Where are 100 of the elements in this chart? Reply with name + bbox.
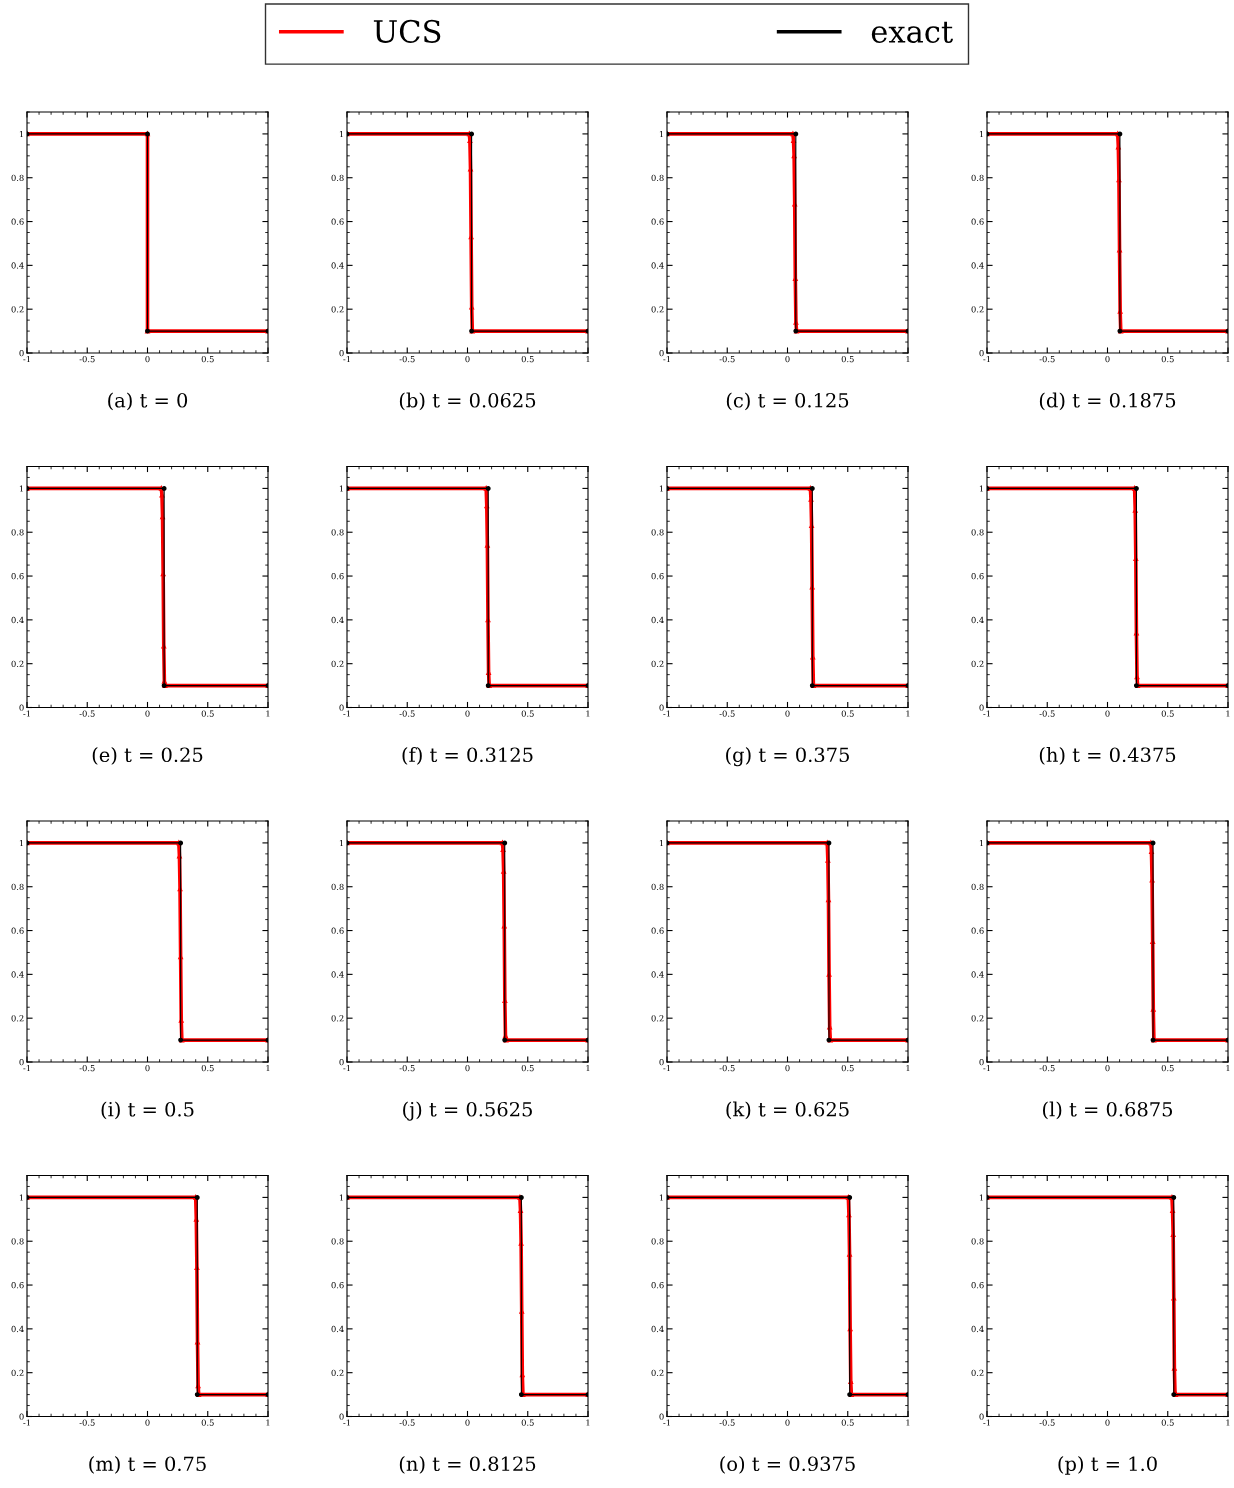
text: (d) t = 0.1875 <box>1039 392 1176 411</box>
x-tick-label: 0 <box>785 1064 790 1072</box>
x-tick-label: 0 <box>465 355 470 363</box>
y-tick-label: 0.6 <box>651 218 664 225</box>
text: (a) t = 0 <box>108 392 188 411</box>
x-tick-label: 0.5 <box>841 1419 854 1426</box>
x-tick-label: 0.5 <box>201 1419 214 1426</box>
text: (i) t = 0.5 <box>101 1101 194 1120</box>
x-tick-label: 0.5 <box>841 1064 854 1072</box>
y-tick-label: 0.2 <box>651 660 664 667</box>
text: (h) t = 0.4375 <box>1039 747 1176 765</box>
x-tick-label: -0.5 <box>719 710 735 717</box>
text: (j) t = 0.5625 <box>403 1101 532 1121</box>
x-tick-label: -1 <box>23 1419 30 1426</box>
y-tick-label: 0.8 <box>651 1238 664 1245</box>
y-tick-label: 0.4 <box>11 1325 24 1333</box>
x-tick-label: 0.5 <box>201 710 214 717</box>
x-tick-label: 0.5 <box>841 710 854 717</box>
text: (l) t = 0.6875 <box>1043 1101 1173 1120</box>
y-tick-label: 0.6 <box>331 573 344 580</box>
y-tick-label: 0.4 <box>971 262 984 269</box>
x-tick-label: -0.5 <box>719 1064 735 1072</box>
y-tick-label: 0.4 <box>651 616 664 624</box>
x-tick-label: 0 <box>145 1064 150 1072</box>
x-tick-label: -0.5 <box>719 355 735 363</box>
y-tick-label: 0 <box>659 704 664 711</box>
y-tick-label: 0.8 <box>971 1238 984 1245</box>
x-tick-label: 1 <box>586 710 590 717</box>
y-tick-label: 1 <box>19 839 24 847</box>
y-tick-label: 0 <box>339 1058 344 1066</box>
x-tick-label: 0.5 <box>521 1419 534 1426</box>
x-tick-label: 0 <box>1105 710 1110 717</box>
y-tick-label: 0 <box>659 349 664 357</box>
x-tick-label: 1 <box>266 1419 270 1426</box>
y-tick-label: 0.8 <box>11 1238 24 1245</box>
y-tick-label: 1 <box>339 485 344 492</box>
x-tick-label: -0.5 <box>719 1419 735 1426</box>
y-tick-label: 0.2 <box>971 1369 984 1376</box>
text: (c) t = 0.125 <box>726 392 849 411</box>
x-tick-label: -0.5 <box>79 1419 95 1426</box>
y-tick-label: 0.2 <box>971 306 984 313</box>
y-tick-label: 0.8 <box>331 1238 344 1245</box>
x-tick-label: 0.5 <box>201 1064 214 1072</box>
y-tick-label: 0 <box>979 1413 984 1420</box>
y-tick-label: 0.6 <box>11 927 24 934</box>
y-tick-label: 0 <box>659 1058 664 1066</box>
x-tick-label: 1 <box>586 1419 590 1426</box>
y-tick-label: 0 <box>19 1058 24 1066</box>
y-tick-label: 0.2 <box>331 1369 344 1376</box>
y-tick-label: 0.4 <box>971 616 984 624</box>
legend-label: exact <box>871 21 953 43</box>
y-tick-label: 0.2 <box>331 660 344 667</box>
x-tick-label: -1 <box>663 1064 670 1072</box>
y-tick-label: 0.4 <box>651 262 664 269</box>
y-tick-label: 0.8 <box>11 883 24 891</box>
y-tick-label: 0.8 <box>651 883 664 891</box>
x-tick-label: 0.5 <box>521 710 534 717</box>
y-tick-label: 0.2 <box>11 1369 24 1376</box>
x-tick-label: -1 <box>663 1419 670 1426</box>
y-tick-label: 0.2 <box>651 306 664 313</box>
y-tick-label: 0 <box>19 704 24 711</box>
x-tick-label: -0.5 <box>1039 710 1055 717</box>
legend-label: UCS <box>373 19 441 43</box>
x-tick-label: 0 <box>465 1419 470 1426</box>
x-tick-label: 0 <box>1105 1419 1110 1426</box>
y-tick-label: 0.2 <box>11 660 24 667</box>
text: (g) t = 0.375 <box>726 747 849 767</box>
x-tick-label: 0.5 <box>841 355 854 363</box>
x-tick-label: -0.5 <box>1039 1064 1055 1072</box>
x-tick-label: 0 <box>785 355 790 363</box>
x-tick-label: 1 <box>1226 1064 1230 1072</box>
x-tick-label: -0.5 <box>79 355 95 363</box>
x-tick-label: 0.5 <box>1161 1419 1174 1426</box>
y-tick-label: 0.4 <box>11 616 24 624</box>
x-tick-label: 0.5 <box>521 1064 534 1072</box>
x-tick-label: -0.5 <box>399 355 415 363</box>
y-tick-label: 0.2 <box>11 1015 24 1022</box>
x-tick-label: -1 <box>983 1064 990 1072</box>
x-tick-label: 0 <box>145 710 150 717</box>
y-tick-label: 0.8 <box>971 174 984 182</box>
y-tick-label: 0.6 <box>971 1282 984 1289</box>
x-tick-label: -1 <box>343 710 350 717</box>
x-tick-label: -0.5 <box>399 1419 415 1426</box>
y-tick-label: 1 <box>659 485 664 492</box>
x-tick-label: 0.5 <box>521 355 534 363</box>
x-tick-label: 0.5 <box>1161 710 1174 717</box>
x-tick-label: -0.5 <box>1039 1419 1055 1426</box>
x-tick-label: -1 <box>23 710 30 717</box>
y-tick-label: 0 <box>19 349 24 357</box>
x-tick-label: 1 <box>1226 1419 1230 1426</box>
y-tick-label: 0 <box>339 349 344 357</box>
x-tick-label: -1 <box>343 1419 350 1426</box>
y-tick-label: 0.8 <box>11 174 24 182</box>
y-tick-label: 1 <box>19 130 24 138</box>
text: (p) t = 1.0 <box>1058 1456 1157 1475</box>
y-tick-label: 0.6 <box>11 218 24 225</box>
text: (k) t = 0.625 <box>726 1101 849 1120</box>
y-tick-label: 0.6 <box>651 927 664 934</box>
y-tick-label: 0.8 <box>971 883 984 891</box>
y-tick-label: 0 <box>339 704 344 711</box>
